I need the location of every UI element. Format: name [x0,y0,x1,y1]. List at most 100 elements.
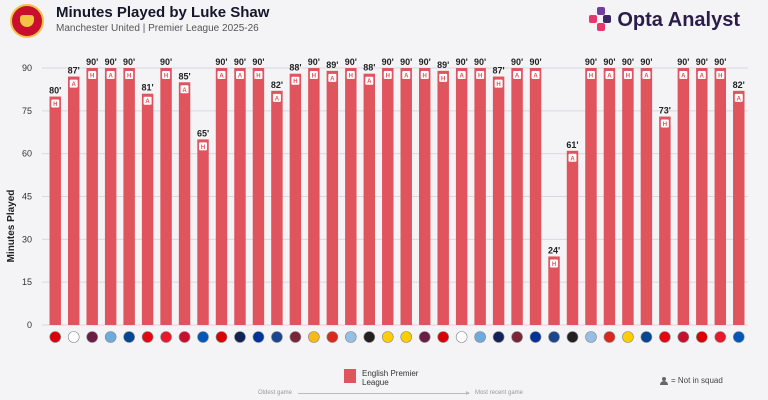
venue-badge [513,71,522,79]
forest-crest-icon [215,331,228,343]
minutes-bar [640,68,653,325]
palace-crest-icon [548,331,560,343]
venue-badge [605,71,614,79]
liverpool-crest-icon [178,331,191,343]
bar-value-label: 90' [215,57,227,67]
venue-badge [51,99,60,108]
venue-badge [272,93,281,102]
venue-label: H [626,74,630,80]
timeline-arrow [298,390,470,395]
venue-badge [217,71,226,79]
minutes-bar [363,73,376,325]
venue-label: A [330,76,335,82]
y-tick-label: 0 [27,320,32,330]
venue-label: A [533,74,538,80]
bar-value-label: 85' [178,71,190,81]
bar-value-label: 90' [696,57,708,67]
bar-value-label: 90' [382,57,394,67]
bar-value-label: 90' [585,57,597,67]
bar-value-label: 90' [474,57,486,67]
bar-value-label: 87' [493,66,505,76]
venue-label: H [423,74,427,80]
venue-badge [679,71,688,79]
bar-value-label: 90' [622,57,634,67]
minutes-bar [714,68,727,325]
venue-label: H [478,74,482,80]
bar-value-label: 90' [511,57,523,67]
recent-game-label: Most recent game [474,390,523,396]
venue-label: H [201,145,205,151]
y-tick-label: 45 [22,192,32,202]
leeds-crest-icon [400,331,413,343]
minutes-bar [382,68,394,325]
venue-label: A [700,74,705,80]
bar-value-label: 90' [86,57,98,67]
aston-villa-crest-icon [345,331,357,343]
bar-value-label: 73' [659,106,671,116]
bournemouth-crest-icon [326,331,339,343]
minutes-bar [622,68,634,325]
minutes-bar [104,68,117,325]
venue-label: A [108,74,113,80]
wolves-crest-icon [308,331,320,343]
venue-badge [623,71,632,79]
legend-swatch [344,369,356,383]
venue-label: H [53,102,57,108]
venue-label: A [459,74,464,80]
venue-label: A [367,79,372,85]
minutes-bar [123,68,135,325]
venue-badge [309,71,318,79]
minutes-bar [160,68,172,325]
not-in-squad-note: = Not in squad [660,376,723,385]
venue-badge [328,73,337,82]
minutes-bar [197,139,209,325]
minutes-bar [677,68,690,325]
venue-label: A [404,74,409,80]
venue-badge [365,76,374,85]
minutes-bar [733,90,745,325]
arsenal-crest-icon [437,331,449,343]
venue-badge [291,76,300,85]
tottenham-crest-icon [492,331,505,343]
venue-label: A [737,96,742,102]
venue-label: H [552,262,556,268]
venue-badge [180,85,189,94]
y-tick-label: 15 [22,277,32,287]
man-city-crest-icon [104,331,117,343]
minutes-bar [67,76,80,325]
venue-badge [457,71,466,79]
venue-label: A [72,82,77,88]
leeds-crest-icon [622,331,634,343]
y-tick-label: 90 [22,63,32,73]
venue-badge [162,71,171,79]
venue-badge [697,71,706,79]
brighton-crest-icon [197,331,209,343]
bar-value-label: 61' [566,140,578,150]
venue-label: H [386,74,390,80]
venue-badge [125,71,134,79]
brand-name: Opta Analyst [617,8,740,31]
venue-label: H [90,74,94,80]
chelsea-crest-icon [640,331,653,343]
minutes-bar [492,76,505,325]
minutes-bar [326,70,339,325]
bar-value-label: 90' [603,57,615,67]
bar-value-label: 82' [271,80,283,90]
venue-badge [568,153,577,162]
minutes-bar [308,68,320,325]
y-tick-label: 75 [22,106,32,116]
bar-value-label: 90' [308,57,320,67]
manchester-united-crest-icon [10,4,44,38]
venue-label: A [681,74,686,80]
bar-value-label: 90' [419,57,431,67]
venue-label: A [515,74,520,80]
venue-label: H [496,82,500,88]
venue-badge [476,71,485,79]
brentford-crest-icon [659,331,671,343]
everton-crest-icon [252,331,265,343]
minutes-bar [548,256,560,325]
venue-badge [143,96,152,105]
bar-value-label: 90' [640,57,652,67]
minutes-bar [234,68,246,325]
bar-value-label: 90' [123,57,135,67]
